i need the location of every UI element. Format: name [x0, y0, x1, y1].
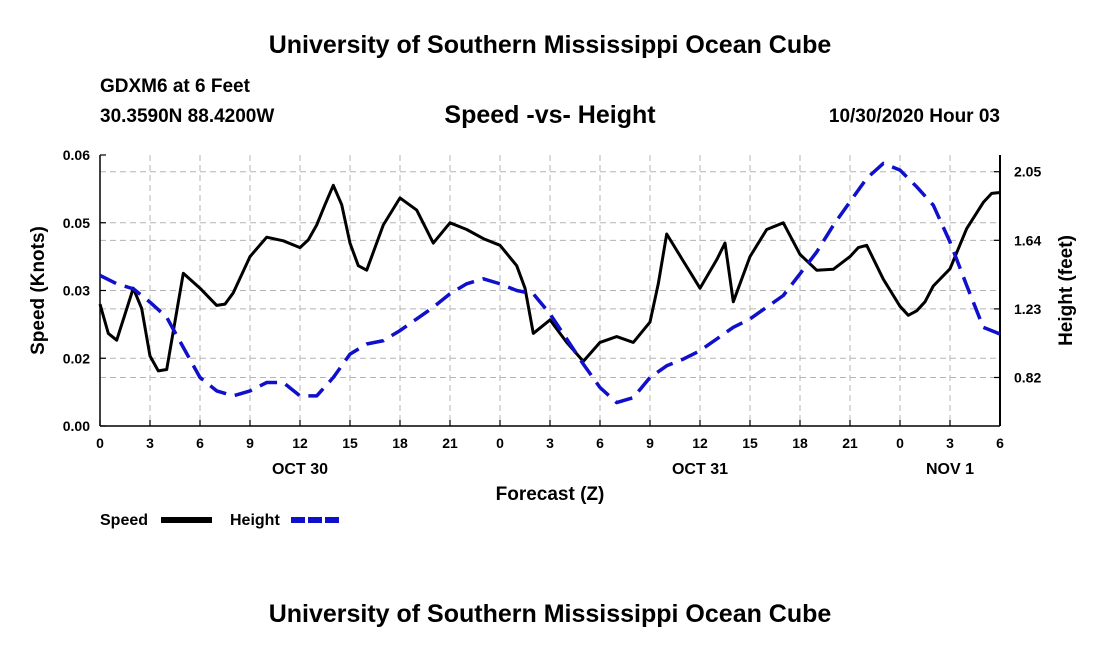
- x-tick-label: 6: [196, 435, 204, 451]
- x-tick-label: 18: [392, 435, 408, 451]
- chart-subtitle: Speed -vs- Height: [444, 101, 656, 129]
- x-date-label: OCT 30: [272, 461, 328, 478]
- y2-tick-label: 0.82: [1014, 369, 1041, 385]
- x-tick-label: 3: [546, 435, 554, 451]
- footer-title: University of Southern Mississippi Ocean…: [268, 600, 832, 628]
- coordinates-label: 30.3590N 88.4200W: [100, 106, 275, 127]
- legend-speed-label: Speed: [100, 512, 148, 529]
- x-tick-label: 9: [246, 435, 254, 451]
- x-tick-label: 21: [442, 435, 458, 451]
- x-tick-label: 15: [742, 435, 758, 451]
- speed-series-line: [98, 183, 1001, 373]
- x-date-label: OCT 31: [672, 461, 728, 478]
- x-tick-label: 6: [596, 435, 604, 451]
- legend-height-label: Height: [230, 512, 280, 529]
- x-tick-label: 0: [896, 435, 904, 451]
- y-tick-label: 0.05: [63, 215, 90, 231]
- x-date-label: NOV 1: [926, 461, 974, 478]
- x-tick-label: 12: [692, 435, 708, 451]
- x-tick-label: 6: [996, 435, 1004, 451]
- x-tick-label: 21: [842, 435, 858, 451]
- station-label: GDXM6 at 6 Feet: [100, 76, 250, 97]
- x-tick-label: 3: [146, 435, 154, 451]
- x-tick-label: 18: [792, 435, 808, 451]
- x-tick-label: 12: [292, 435, 308, 451]
- y-axis-label: Speed (Knots): [28, 226, 49, 355]
- page-title: University of Southern Mississippi Ocean…: [268, 31, 832, 59]
- y2-tick-label: 1.23: [1014, 301, 1041, 317]
- x-tick-label: 0: [496, 435, 504, 451]
- y-tick-label: 0.00: [63, 418, 90, 434]
- x-tick-label: 3: [946, 435, 954, 451]
- y2-tick-label: 1.64: [1014, 232, 1041, 248]
- y-tick-label: 0.03: [63, 283, 90, 299]
- y2-tick-label: 2.05: [1014, 164, 1041, 180]
- y2-axis-label: Height (feet): [1056, 235, 1077, 346]
- height-series-line: [99, 161, 1001, 405]
- timestamp-label: 10/30/2020 Hour 03: [828, 106, 1000, 127]
- x-axis-label: Forecast (Z): [496, 484, 605, 505]
- y-tick-label: 0.06: [63, 147, 90, 163]
- y-tick-label: 0.02: [63, 350, 90, 366]
- x-tick-label: 9: [646, 435, 654, 451]
- x-tick-label: 15: [342, 435, 358, 451]
- x-tick-label: 0: [96, 435, 104, 451]
